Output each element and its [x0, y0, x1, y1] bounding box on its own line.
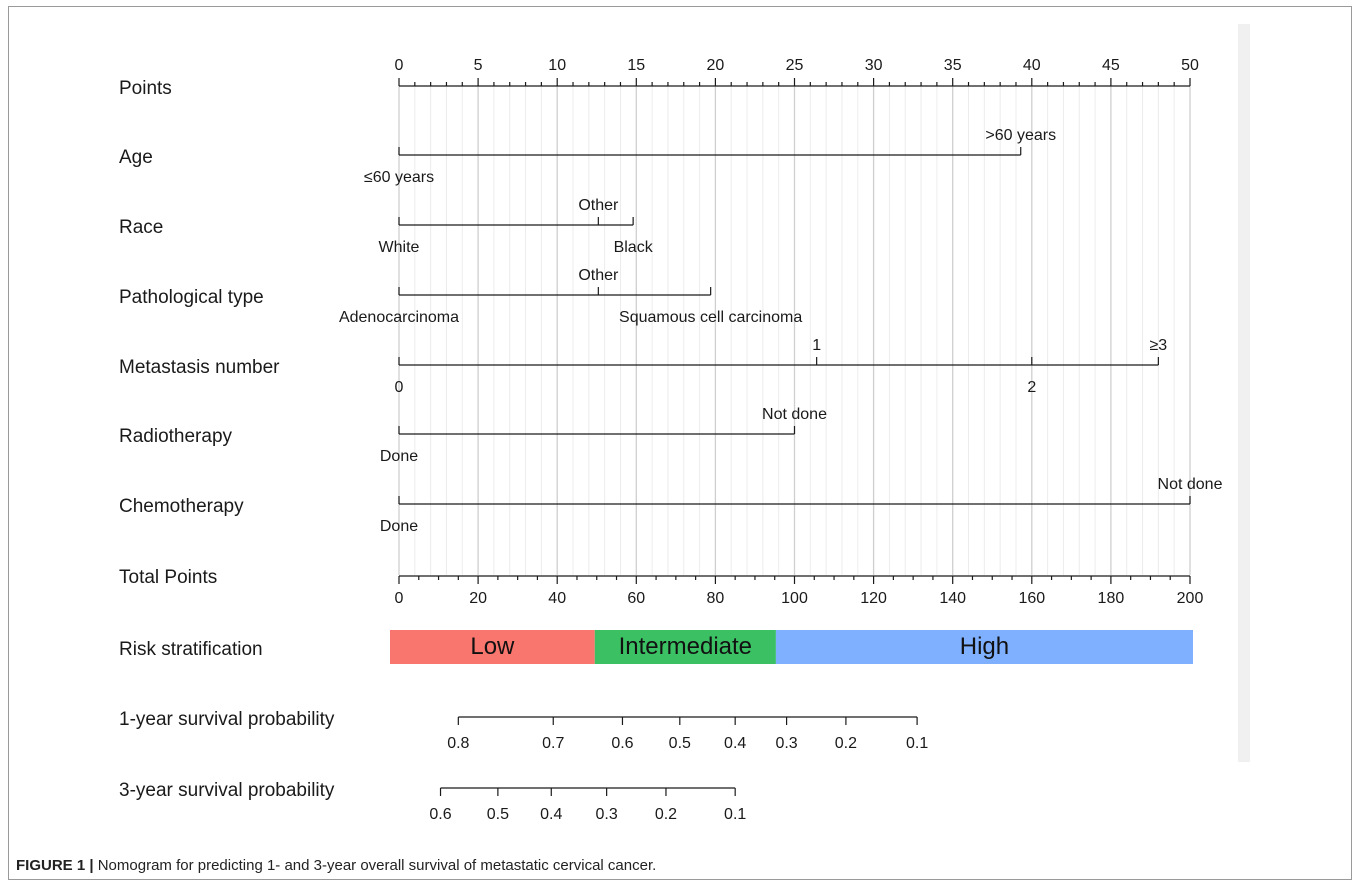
- survival-tick-label: 0.3: [596, 806, 618, 823]
- total-tick-label: 20: [469, 590, 487, 607]
- row-label: Chemotherapy: [119, 496, 244, 517]
- total-tick-label: 140: [939, 590, 966, 607]
- survival-tick-label: 0.4: [540, 806, 562, 823]
- risk-stratification-label: Risk stratification: [119, 639, 263, 660]
- survival-tick-label: 0.1: [724, 806, 746, 823]
- points-axis-label: Points: [119, 78, 172, 99]
- level-label: Black: [614, 239, 654, 256]
- total-tick-label: 180: [1098, 590, 1125, 607]
- survival-tick-label: 0.3: [775, 735, 797, 752]
- total-tick-label: 80: [707, 590, 725, 607]
- row-label: Radiotherapy: [119, 426, 233, 447]
- caption-text: Nomogram for predicting 1- and 3-year ov…: [93, 857, 657, 874]
- survival-axis-label: 3-year survival probability: [119, 780, 335, 801]
- figure-frame: [8, 6, 1352, 880]
- risk-segment: [594, 630, 776, 664]
- total-tick-label: 40: [548, 590, 566, 607]
- survival-tick-label: 0.6: [429, 806, 451, 823]
- level-label: 1: [812, 337, 821, 354]
- risk-segment-label: High: [960, 633, 1009, 660]
- points-tick-label: 25: [786, 57, 804, 74]
- level-label: Not done: [1158, 476, 1223, 493]
- total-tick-label: 160: [1018, 590, 1045, 607]
- row-label: Metastasis number: [119, 357, 280, 378]
- level-label: White: [379, 239, 420, 256]
- points-tick-label: 5: [474, 57, 483, 74]
- level-label: Done: [380, 518, 418, 535]
- risk-segment: [775, 630, 1193, 664]
- total-tick-label: 60: [627, 590, 645, 607]
- risk-segment: [390, 630, 595, 664]
- row-label: Race: [119, 217, 163, 238]
- risk-segment-label: Low: [470, 633, 515, 660]
- total-tick-label: 100: [781, 590, 808, 607]
- level-label: Adenocarcinoma: [339, 309, 459, 326]
- survival-tick-label: 0.1: [906, 735, 928, 752]
- row-label: Pathological type: [119, 287, 264, 308]
- points-tick-label: 50: [1181, 57, 1199, 74]
- points-tick-label: 45: [1102, 57, 1120, 74]
- total-tick-label: 200: [1177, 590, 1204, 607]
- risk-segment-label: Intermediate: [619, 633, 752, 660]
- points-tick-label: 20: [707, 57, 725, 74]
- row-label: Age: [119, 147, 153, 168]
- level-label: ≥3: [1150, 337, 1168, 354]
- points-tick-label: 30: [865, 57, 883, 74]
- points-tick-label: 15: [627, 57, 645, 74]
- survival-tick-label: 0.8: [447, 735, 469, 752]
- level-label: Other: [578, 197, 619, 214]
- level-label: Squamous cell carcinoma: [619, 309, 802, 326]
- level-label: ≤60 years: [364, 169, 434, 186]
- level-label: 2: [1027, 379, 1036, 396]
- survival-tick-label: 0.4: [724, 735, 746, 752]
- survival-axis-label: 1-year survival probability: [119, 709, 335, 730]
- total-tick-label: 120: [860, 590, 887, 607]
- figure-caption: FIGURE 1 | Nomogram for predicting 1- an…: [16, 857, 656, 874]
- survival-tick-label: 0.7: [542, 735, 564, 752]
- points-tick-label: 35: [944, 57, 962, 74]
- survival-tick-label: 0.2: [655, 806, 677, 823]
- points-tick-label: 10: [548, 57, 566, 74]
- survival-tick-label: 0.5: [669, 735, 691, 752]
- level-label: >60 years: [985, 127, 1056, 144]
- side-band: [1238, 24, 1250, 762]
- level-label: Other: [578, 267, 619, 284]
- level-label: Not done: [762, 406, 827, 423]
- total-tick-label: 0: [395, 590, 404, 607]
- caption-label: FIGURE 1 |: [16, 857, 94, 874]
- level-label: Done: [380, 448, 418, 465]
- survival-tick-label: 0.2: [835, 735, 857, 752]
- survival-tick-label: 0.6: [611, 735, 633, 752]
- points-tick-label: 40: [1023, 57, 1041, 74]
- survival-tick-label: 0.5: [487, 806, 509, 823]
- level-label: 0: [395, 379, 404, 396]
- points-tick-label: 0: [395, 57, 404, 74]
- total-points-axis-label: Total Points: [119, 567, 217, 588]
